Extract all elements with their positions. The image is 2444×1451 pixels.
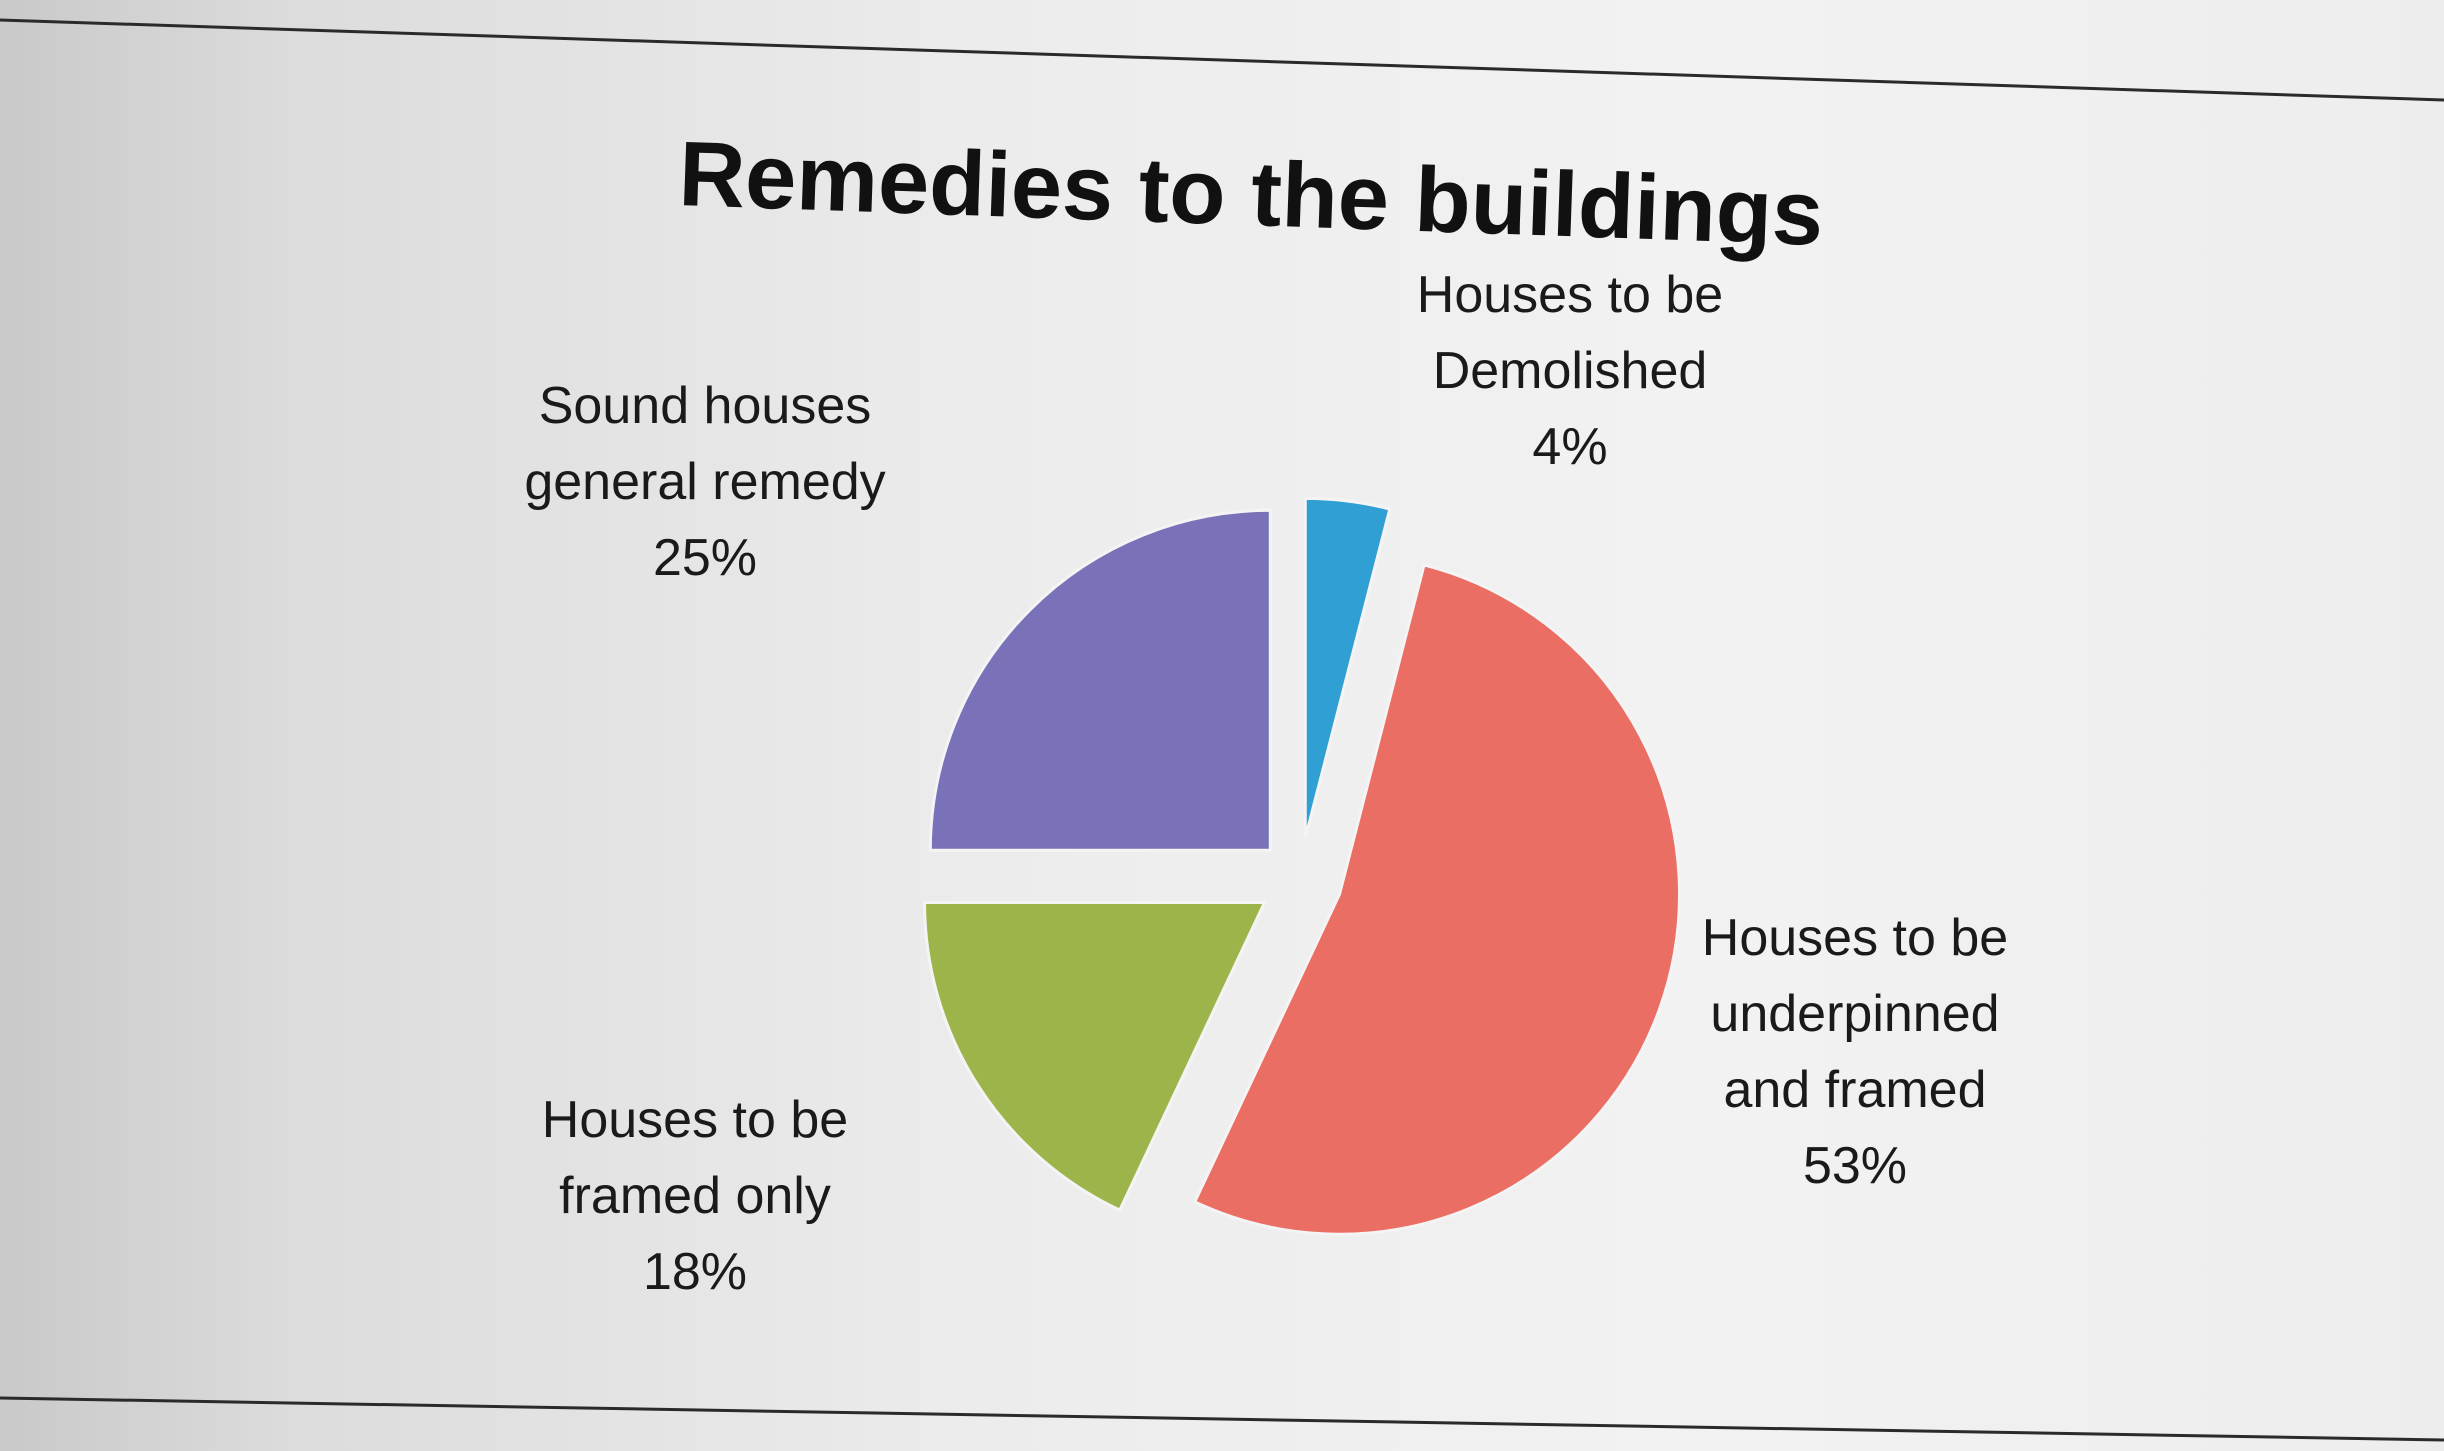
slice-label-houses-to-be-demolished: Houses to be Demolished 4%	[1417, 266, 1723, 476]
chart-title: Remedies to the buildings	[677, 123, 1825, 265]
slice-label-line: general remedy	[524, 453, 885, 511]
slide-top-edge	[0, 18, 2444, 102]
slice-label-line: 4%	[1532, 418, 1607, 476]
slice-label-line: Demolished	[1433, 342, 1708, 400]
slice-label-line: Houses to be	[1702, 909, 2008, 967]
slice-label-sound-houses-general-remedy: Sound houses general remedy 25%	[524, 377, 885, 587]
pie-labels: Houses to be Demolished 4% Houses to be unde…	[524, 266, 2008, 1301]
pie-slices	[923, 496, 1681, 1236]
slice-label-line: Houses to be	[1417, 266, 1723, 324]
slice-label-line: 25%	[653, 529, 757, 587]
slide-bottom-edge	[0, 1396, 2444, 1442]
slice-label-houses-to-be-underpinned-and-framed: Houses to be underpinned and framed 53%	[1702, 909, 2008, 1195]
slice-label-houses-to-be-framed-only: Houses to be framed only 18%	[542, 1091, 848, 1301]
slice-label-line: 53%	[1803, 1137, 1907, 1195]
slice-label-line: framed only	[559, 1167, 831, 1225]
pie-slice-houses-to-be-demolished	[1303, 496, 1392, 839]
slice-label-line: Houses to be	[542, 1091, 848, 1149]
pie-slice-houses-to-be-underpinned-and-framed	[1192, 563, 1681, 1236]
slice-label-line: and framed	[1723, 1061, 1986, 1119]
slice-label-line: underpinned	[1710, 985, 1999, 1043]
slice-label-line: Sound houses	[539, 377, 872, 435]
pie-slice-sound-houses-general-remedy	[928, 508, 1272, 852]
slice-label-line: 18%	[643, 1243, 747, 1301]
pie-slice-houses-to-be-framed-only	[923, 901, 1267, 1213]
